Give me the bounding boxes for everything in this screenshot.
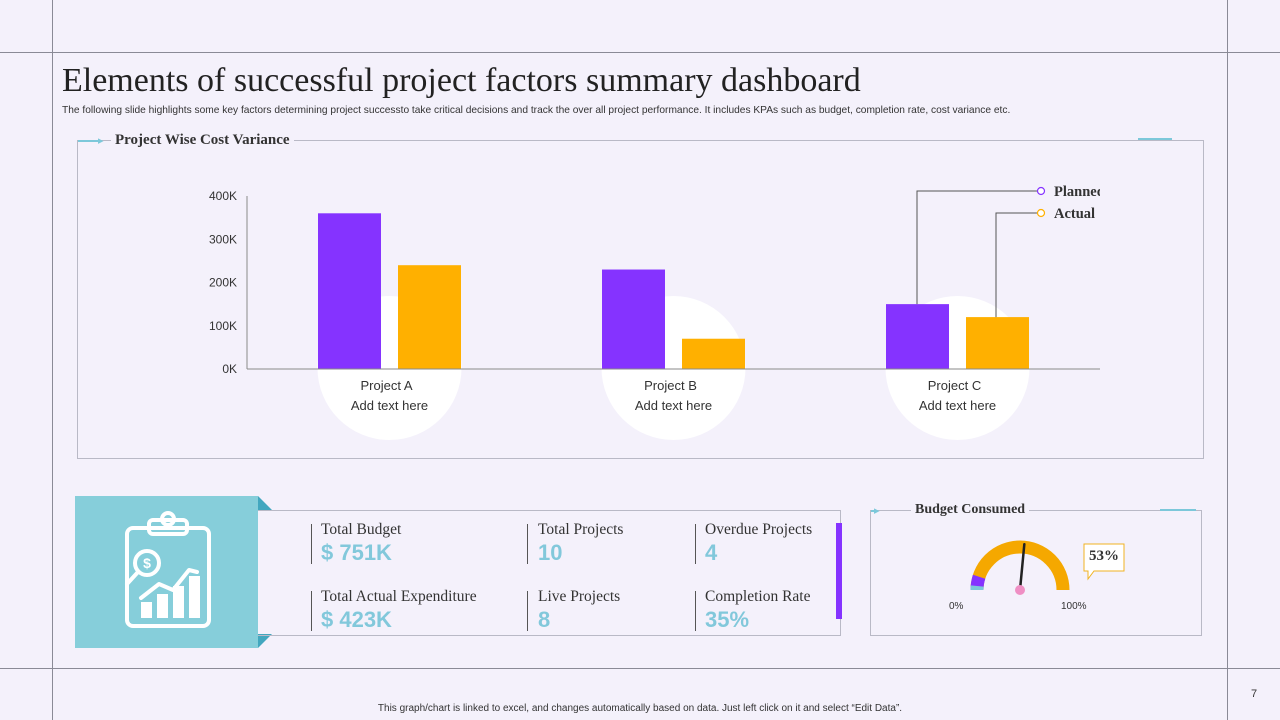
guide-line-right (1227, 0, 1228, 720)
cost-variance-panel (77, 140, 1204, 459)
y-tick-label: 300K (209, 232, 237, 246)
y-tick-label: 0K (222, 362, 237, 376)
cost-variance-chart: 0K 100K 200K 300K 400K Project A Add text here… (209, 184, 1100, 440)
kpi-separator (311, 524, 312, 564)
clipboard-chart-icon: $ (125, 511, 211, 628)
total-actual-expenditure-label: Total Actual Expenditure (321, 588, 477, 605)
panel-accent-line (871, 510, 875, 512)
legend-leader-line (995, 212, 1037, 318)
completion-rate-value: 35% (705, 607, 750, 632)
panel-arrow-icon: ▸ (874, 505, 880, 517)
cost-variance-title: Project Wise Cost Variance (111, 132, 294, 149)
percent-callout (1083, 543, 1125, 581)
kpi-separator (695, 524, 696, 564)
footer-note: This graph/chart is linked to excel, and… (377, 703, 903, 714)
legend-label-planned: Planned (1054, 184, 1100, 200)
legend-marker-actual (1036, 208, 1046, 218)
legend-label-actual: Actual (1054, 206, 1095, 222)
budget-title: Budget Consumed (911, 502, 1030, 518)
gauge-min-label: 0% (949, 601, 964, 612)
live-projects-value: 8 (538, 607, 551, 632)
live-projects-label: Live Projects (538, 588, 621, 605)
category-note: Add text here (635, 398, 712, 413)
page-subtitle: The following slide highlights some key … (62, 105, 1011, 116)
kpi-separator (527, 591, 528, 631)
total-budget-value: $ 751K (321, 540, 392, 565)
y-tick-label: 200K (209, 276, 237, 290)
gauge-max-label: 100% (1061, 601, 1087, 612)
legend-marker-planned (1036, 186, 1046, 196)
bar-actual (966, 317, 1029, 369)
gauge-needle (1018, 542, 1026, 592)
svg-text:$: $ (143, 555, 151, 571)
bar-planned (886, 304, 949, 369)
y-tick-label: 400K (209, 189, 237, 203)
page-title: Elements of successful project factors s… (62, 62, 861, 99)
page-number: 7 (1251, 688, 1258, 700)
x-tick-label: Project A (360, 378, 412, 393)
gauge-pivot (1015, 585, 1025, 595)
legend-leader-line (916, 190, 1037, 305)
kpi-tile-fold (258, 496, 272, 648)
kpi-separator (311, 591, 312, 631)
panel-accent-line-right (1138, 138, 1172, 140)
total-actual-expenditure-value: $ 423K (321, 607, 392, 632)
panel-accent-line-right (1160, 509, 1196, 511)
panel-accent-line (78, 140, 98, 142)
budget-gauge (970, 540, 1070, 595)
guide-line-left (52, 0, 53, 720)
overdue-projects-value: 4 (705, 540, 718, 565)
panel-arrow-icon: ▸ (98, 135, 104, 147)
completion-rate-label: Completion Rate (705, 588, 811, 605)
budget-percent-label: 53% (1089, 548, 1119, 564)
kpi-accent-bar (836, 523, 842, 619)
guide-line-bottom (0, 668, 1280, 669)
category-note: Add text here (351, 398, 428, 413)
bar-planned (602, 269, 665, 369)
kpi-separator (695, 591, 696, 631)
x-tick-label: Project B (644, 378, 697, 393)
bar-planned (318, 213, 381, 369)
total-projects-value: 10 (538, 540, 563, 565)
total-projects-label: Total Projects (538, 521, 624, 538)
gauge-track (970, 540, 1070, 591)
total-budget-label: Total Budget (321, 521, 402, 538)
x-tick-label: Project C (928, 378, 981, 393)
bar-actual (398, 265, 461, 369)
budget-panel (870, 510, 1202, 636)
bar-actual (682, 338, 745, 369)
y-tick-label: 100K (209, 319, 237, 333)
guide-line-top (0, 52, 1280, 53)
category-note: Add text here (919, 398, 996, 413)
kpi-icon-tile: $ (75, 496, 258, 648)
overdue-projects-label: Overdue Projects (705, 521, 813, 538)
kpi-separator (527, 524, 528, 564)
